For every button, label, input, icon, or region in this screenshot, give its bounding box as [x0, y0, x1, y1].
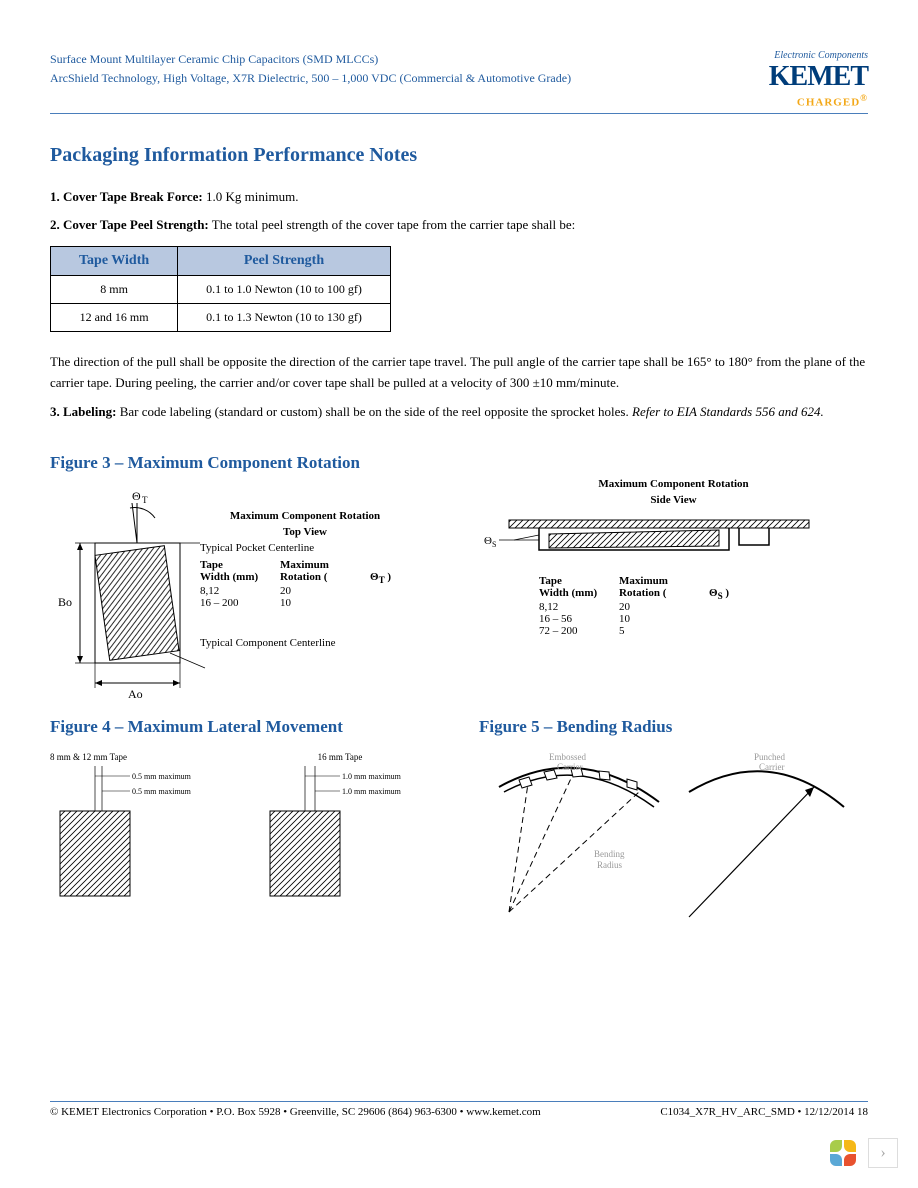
figure-5-title: Figure 5 – Bending Radius — [479, 717, 868, 737]
figure-4-diagrams: 8 mm & 12 mm Tape 0.5 mm maximum 0.5 mm … — [50, 752, 439, 906]
next-button[interactable]: › — [868, 1138, 898, 1168]
figure-5: Figure 5 – Bending Radius Embossed Carri… — [479, 687, 868, 942]
flower-icon[interactable] — [828, 1138, 858, 1168]
direction-paragraph: The direction of the pull shall be oppos… — [50, 352, 868, 394]
td-width-2: 12 and 16 mm — [51, 304, 178, 332]
figure-4: Figure 4 – Maximum Lateral Movement 8 mm… — [50, 687, 439, 942]
svg-text:1.0 mm maximum: 1.0 mm maximum — [342, 772, 402, 781]
td-strength-2: 0.1 to 1.3 Newton (10 to 130 gf) — [178, 304, 391, 332]
figures-4-5-row: Figure 4 – Maximum Lateral Movement 8 mm… — [50, 687, 868, 942]
figure-4-title: Figure 4 – Maximum Lateral Movement — [50, 717, 439, 737]
svg-text:Radius: Radius — [597, 860, 622, 870]
note-2: 2. Cover Tape Peel Strength: The total p… — [50, 215, 868, 236]
td-width-1: 8 mm — [51, 276, 178, 304]
footer-right: C1034_X7R_HV_ARC_SMD • 12/12/2014 18 — [660, 1106, 868, 1118]
logo: KEMET — [769, 61, 868, 93]
peel-strength-table: Tape Width Peel Strength 8 mm 0.1 to 1.0… — [50, 246, 391, 332]
top-view-title: Maximum Component Rotation — [200, 510, 410, 522]
note-2-value: The total peel strength of the cover tap… — [209, 217, 576, 232]
top-view-annotations: Maximum Component Rotation Top View Typi… — [200, 510, 410, 649]
footer: © KEMET Electronics Corporation • P.O. B… — [50, 1101, 868, 1118]
side-view-sub: Side View — [479, 494, 868, 506]
header-left: Surface Mount Multilayer Ceramic Chip Ca… — [50, 50, 571, 88]
note-3: 3. Labeling: Bar code labeling (standard… — [50, 402, 868, 423]
figure-3-title: Figure 3 – Maximum Component Rotation — [50, 453, 868, 473]
header-line1: Surface Mount Multilayer Ceramic Chip Ca… — [50, 50, 571, 69]
component-centerline-label: Typical Component Centerline — [200, 637, 410, 649]
svg-text:Θ: Θ — [484, 535, 492, 547]
bending-radius-svg: Embossed Carrier Bending Radius Punched … — [479, 752, 859, 942]
svg-text:0.5 mm maximum: 0.5 mm maximum — [132, 772, 192, 781]
svg-text:Carrier: Carrier — [557, 762, 582, 772]
svg-text:S: S — [492, 540, 496, 549]
logo-text: KEMET — [769, 61, 868, 92]
note-2-label: 2. Cover Tape Peel Strength: — [50, 217, 209, 232]
charged-text: CHARGED® — [769, 93, 868, 109]
header-line2: ArcShield Technology, High Voltage, X7R … — [50, 69, 571, 88]
td-strength-1: 0.1 to 1.0 Newton (10 to 100 gf) — [178, 276, 391, 304]
nav-corner: › — [828, 1138, 898, 1168]
footer-left: © KEMET Electronics Corporation • P.O. B… — [50, 1106, 541, 1118]
note-3-value: Bar code labeling (standard or custom) s… — [116, 404, 632, 419]
page: Surface Mount Multilayer Ceramic Chip Ca… — [0, 0, 918, 1188]
svg-text:Carrier: Carrier — [759, 762, 784, 772]
table-header-row: Tape Width Peel Strength — [51, 247, 391, 276]
svg-text:Bo: Bo — [58, 595, 72, 609]
page-title: Packaging Information Performance Notes — [50, 144, 868, 167]
side-view-diagram: ΘS — [479, 510, 839, 570]
tape-16-diagram: 16 mm Tape 1.0 mm maximum 1.0 mm maximum — [260, 752, 420, 906]
tape-8-12-diagram: 8 mm & 12 mm Tape 0.5 mm maximum 0.5 mm … — [50, 752, 210, 906]
header: Surface Mount Multilayer Ceramic Chip Ca… — [50, 50, 868, 114]
side-view-title: Maximum Component Rotation — [479, 478, 868, 490]
note-3-label: 3. Labeling: — [50, 404, 116, 419]
tagline: Electronic Components — [769, 50, 868, 61]
th-peel-strength: Peel Strength — [178, 247, 391, 276]
side-view-table: TapeMaximum Width (mm)Rotation (ΘS ) 8,1… — [539, 575, 868, 637]
chevron-right-icon: › — [880, 1144, 885, 1162]
svg-text:T: T — [142, 495, 148, 505]
svg-text:Embossed: Embossed — [549, 752, 586, 762]
svg-text:Θ: Θ — [132, 489, 141, 503]
table-row: 8 mm 0.1 to 1.0 Newton (10 to 100 gf) — [51, 276, 391, 304]
top-view-sub: Top View — [200, 526, 410, 538]
top-view-table: TapeMaximum Width (mm)Rotation (ΘT ) 8,1… — [200, 559, 410, 609]
lateral-8-12-svg: 0.5 mm maximum 0.5 mm maximum — [50, 766, 210, 906]
tape-8-12-label: 8 mm & 12 mm Tape — [50, 752, 210, 762]
header-right: Electronic Components KEMET CHARGED® — [769, 50, 868, 109]
svg-text:Bending: Bending — [594, 849, 625, 859]
note-1-value: 1.0 Kg minimum. — [203, 189, 299, 204]
svg-text:Punched: Punched — [754, 752, 785, 762]
table-row: 12 and 16 mm 0.1 to 1.3 Newton (10 to 13… — [51, 304, 391, 332]
th-tape-width: Tape Width — [51, 247, 178, 276]
svg-text:0.5 mm maximum: 0.5 mm maximum — [132, 787, 192, 796]
svg-text:1.0 mm maximum: 1.0 mm maximum — [342, 787, 402, 796]
note-1: 1. Cover Tape Break Force: 1.0 Kg minimu… — [50, 187, 868, 208]
lateral-16-svg: 1.0 mm maximum 1.0 mm maximum — [260, 766, 420, 906]
tape-16-label: 16 mm Tape — [260, 752, 420, 762]
note-3-italic: Refer to EIA Standards 556 and 624. — [632, 404, 824, 419]
note-1-label: 1. Cover Tape Break Force: — [50, 189, 203, 204]
pocket-centerline-label: Typical Pocket Centerline — [200, 542, 410, 554]
